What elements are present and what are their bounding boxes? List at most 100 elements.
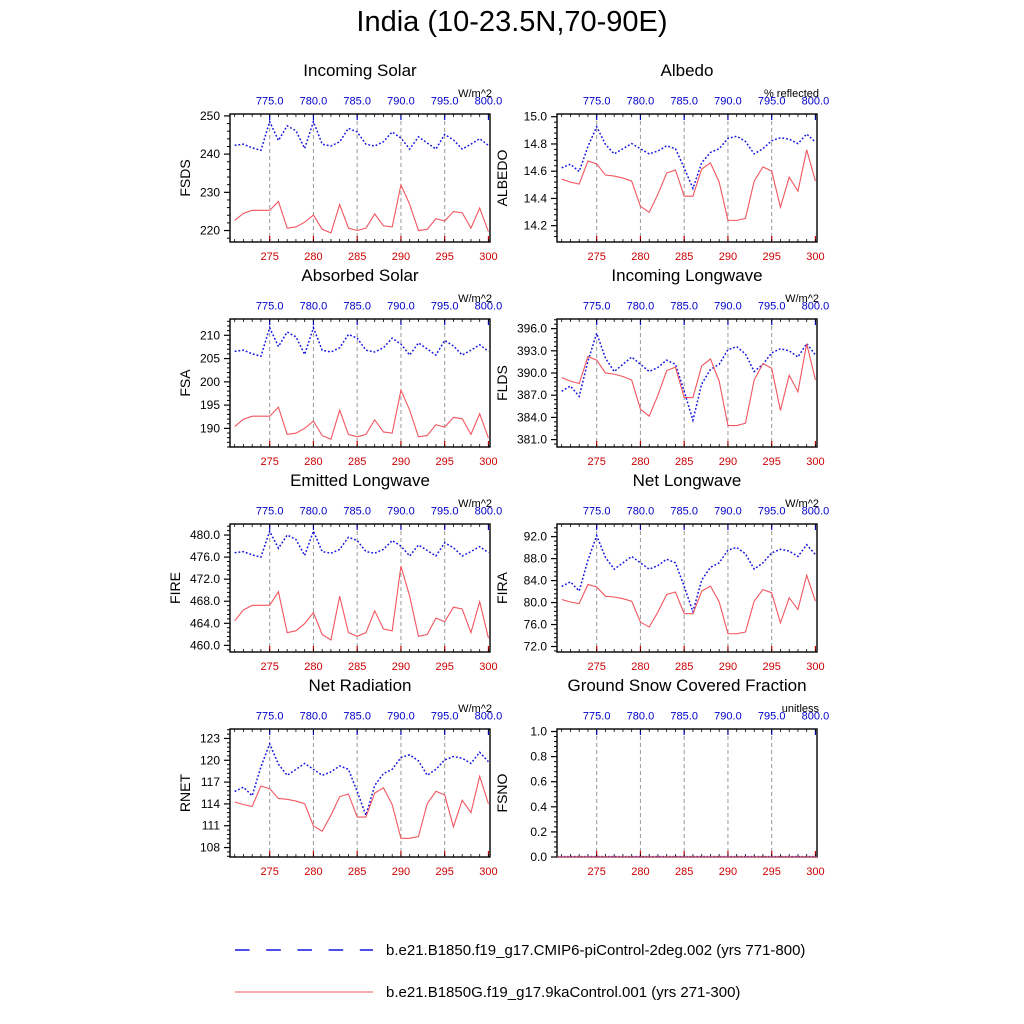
svg-text:b.e21.B1850.f19_g17.CMIP6-piCo: b.e21.B1850.f19_g17.CMIP6-piControl-2deg…: [386, 942, 805, 959]
svg-text:72.0: 72.0: [524, 640, 548, 654]
svg-text:280: 280: [631, 251, 649, 263]
svg-text:FIRA: FIRA: [494, 571, 510, 604]
svg-text:Net Radiation: Net Radiation: [308, 676, 411, 695]
svg-text:393.0: 393.0: [517, 344, 547, 358]
svg-text:76.0: 76.0: [524, 618, 548, 632]
svg-text:775.0: 775.0: [583, 96, 611, 108]
svg-text:785.0: 785.0: [670, 506, 698, 518]
svg-text:111: 111: [202, 819, 221, 833]
svg-text:117: 117: [201, 775, 220, 789]
svg-text:290: 290: [719, 866, 737, 878]
svg-text:285: 285: [675, 251, 693, 263]
svg-text:114: 114: [201, 797, 220, 811]
svg-text:285: 285: [675, 866, 693, 878]
svg-text:300: 300: [479, 456, 497, 468]
svg-text:280: 280: [304, 866, 322, 878]
svg-text:FSNO: FSNO: [494, 773, 510, 812]
svg-text:230: 230: [200, 185, 220, 199]
svg-text:785.0: 785.0: [670, 711, 698, 723]
svg-text:275: 275: [588, 661, 606, 673]
svg-text:795.0: 795.0: [431, 96, 459, 108]
svg-text:285: 285: [348, 661, 366, 673]
svg-text:790.0: 790.0: [714, 96, 742, 108]
svg-text:0.4: 0.4: [530, 800, 547, 814]
svg-text:14.4: 14.4: [524, 191, 548, 205]
svg-text:W/m^2: W/m^2: [458, 703, 492, 715]
svg-text:0.2: 0.2: [530, 825, 547, 839]
svg-text:W/m^2: W/m^2: [785, 498, 819, 510]
svg-text:785.0: 785.0: [343, 711, 371, 723]
svg-text:290: 290: [392, 251, 410, 263]
svg-text:285: 285: [348, 251, 366, 263]
svg-text:unitless: unitless: [782, 703, 820, 715]
svg-text:285: 285: [675, 456, 693, 468]
svg-text:280: 280: [631, 456, 649, 468]
svg-text:795.0: 795.0: [431, 301, 459, 313]
svg-text:0.0: 0.0: [530, 850, 547, 864]
svg-text:790.0: 790.0: [387, 506, 415, 518]
svg-text:387.0: 387.0: [517, 388, 547, 402]
svg-text:460.0: 460.0: [190, 638, 220, 652]
svg-text:295: 295: [763, 456, 781, 468]
svg-text:0.8: 0.8: [530, 750, 547, 764]
svg-text:0.6: 0.6: [530, 775, 547, 789]
svg-text:780.0: 780.0: [627, 96, 655, 108]
svg-text:108: 108: [200, 841, 220, 855]
svg-text:775.0: 775.0: [256, 506, 284, 518]
svg-text:295: 295: [436, 251, 454, 263]
svg-text:785.0: 785.0: [343, 96, 371, 108]
svg-text:290: 290: [392, 866, 410, 878]
svg-text:14.2: 14.2: [524, 219, 548, 233]
svg-text:295: 295: [436, 866, 454, 878]
svg-text:Emitted Longwave: Emitted Longwave: [290, 471, 430, 490]
svg-text:92.0: 92.0: [524, 530, 548, 544]
svg-text:14.8: 14.8: [524, 137, 548, 151]
svg-text:472.0: 472.0: [190, 572, 220, 586]
svg-text:W/m^2: W/m^2: [785, 293, 819, 305]
svg-text:Albedo: Albedo: [661, 61, 714, 80]
svg-text:285: 285: [675, 661, 693, 673]
svg-text:200: 200: [200, 375, 220, 389]
svg-text:384.0: 384.0: [517, 410, 547, 424]
svg-text:275: 275: [588, 251, 606, 263]
svg-text:290: 290: [719, 251, 737, 263]
svg-text:275: 275: [261, 866, 279, 878]
svg-text:295: 295: [763, 866, 781, 878]
svg-text:295: 295: [763, 661, 781, 673]
svg-text:790.0: 790.0: [387, 301, 415, 313]
svg-text:80.0: 80.0: [524, 596, 548, 610]
svg-text:795.0: 795.0: [431, 506, 459, 518]
svg-text:285: 285: [348, 456, 366, 468]
svg-text:Net Longwave: Net Longwave: [633, 471, 742, 490]
svg-text:464.0: 464.0: [190, 616, 220, 630]
svg-text:780.0: 780.0: [300, 301, 328, 313]
svg-text:295: 295: [436, 661, 454, 673]
svg-text:280: 280: [631, 661, 649, 673]
svg-text:275: 275: [261, 661, 279, 673]
svg-text:790.0: 790.0: [714, 711, 742, 723]
svg-text:W/m^2: W/m^2: [458, 293, 492, 305]
svg-text:785.0: 785.0: [343, 301, 371, 313]
svg-text:381.0: 381.0: [517, 433, 547, 447]
svg-text:795.0: 795.0: [758, 506, 786, 518]
svg-text:785.0: 785.0: [343, 506, 371, 518]
svg-text:795.0: 795.0: [431, 711, 459, 723]
svg-text:210: 210: [200, 328, 220, 342]
svg-text:468.0: 468.0: [190, 594, 220, 608]
svg-text:88.0: 88.0: [524, 552, 548, 566]
svg-text:Absorbed Solar: Absorbed Solar: [301, 266, 419, 285]
svg-text:% reflected: % reflected: [764, 88, 819, 100]
svg-text:390.0: 390.0: [517, 366, 547, 380]
svg-text:290: 290: [719, 661, 737, 673]
svg-text:W/m^2: W/m^2: [458, 88, 492, 100]
svg-text:15.0: 15.0: [524, 110, 548, 124]
svg-text:FLDS: FLDS: [494, 365, 510, 401]
svg-text:195: 195: [200, 398, 220, 412]
svg-text:275: 275: [261, 251, 279, 263]
svg-text:775.0: 775.0: [583, 506, 611, 518]
svg-text:Ground Snow Covered Fraction: Ground Snow Covered Fraction: [567, 676, 806, 695]
svg-text:790.0: 790.0: [387, 711, 415, 723]
svg-text:780.0: 780.0: [627, 506, 655, 518]
svg-text:785.0: 785.0: [670, 301, 698, 313]
svg-text:775.0: 775.0: [583, 711, 611, 723]
